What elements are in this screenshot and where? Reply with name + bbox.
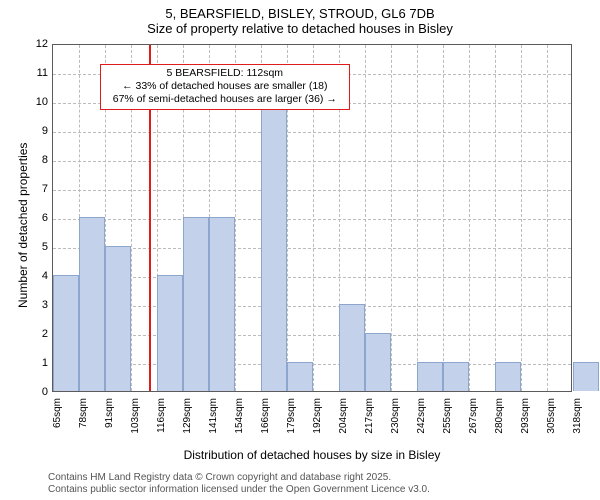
xtick-label: 242sqm <box>416 398 427 446</box>
xtick-label: 230sqm <box>390 398 401 446</box>
histogram-bar <box>495 362 521 391</box>
histogram-bar <box>365 333 391 391</box>
histogram-bar <box>261 101 287 391</box>
histogram-bar <box>79 217 105 391</box>
histogram-bar <box>157 275 183 391</box>
footer-line1: Contains HM Land Registry data © Crown c… <box>48 472 430 484</box>
ytick-label: 2 <box>24 328 48 340</box>
ytick-label: 9 <box>24 125 48 137</box>
xtick-label: 305sqm <box>546 398 557 446</box>
gridline-v <box>417 45 418 391</box>
histogram-bar <box>287 362 313 391</box>
y-axis-label: Number of detached properties <box>16 143 30 308</box>
gridline-v <box>391 45 392 391</box>
histogram-bar <box>105 246 131 391</box>
ytick-label: 8 <box>24 154 48 166</box>
gridline-v <box>443 45 444 391</box>
xtick-label: 179sqm <box>286 398 297 446</box>
gridline-v <box>495 45 496 391</box>
xtick-label: 192sqm <box>312 398 323 446</box>
xtick-label: 267sqm <box>468 398 479 446</box>
xtick-label: 141sqm <box>208 398 219 446</box>
ytick-label: 6 <box>24 212 48 224</box>
footer-attribution: Contains HM Land Registry data © Crown c… <box>48 472 430 496</box>
xtick-label: 166sqm <box>260 398 271 446</box>
histogram-bar <box>183 217 209 391</box>
x-axis-label: Distribution of detached houses by size … <box>52 448 572 462</box>
plot-area: 5 BEARSFIELD: 112sqm← 33% of detached ho… <box>52 44 572 392</box>
ytick-label: 7 <box>24 183 48 195</box>
gridline-v <box>469 45 470 391</box>
xtick-label: 78sqm <box>78 398 89 446</box>
xtick-label: 318sqm <box>572 398 583 446</box>
histogram-bar <box>339 304 365 391</box>
xtick-label: 154sqm <box>234 398 245 446</box>
annotation-line: 67% of semi-detached houses are larger (… <box>105 93 345 106</box>
histogram-bar <box>209 217 235 391</box>
ytick-label: 3 <box>24 299 48 311</box>
ytick-label: 1 <box>24 357 48 369</box>
xtick-label: 91sqm <box>104 398 115 446</box>
xtick-label: 103sqm <box>130 398 141 446</box>
xtick-label: 217sqm <box>364 398 375 446</box>
annotation-box: 5 BEARSFIELD: 112sqm← 33% of detached ho… <box>100 64 350 109</box>
histogram-bar <box>417 362 443 391</box>
footer-line2: Contains public sector information licen… <box>48 484 430 496</box>
chart-title-line2: Size of property relative to detached ho… <box>0 21 600 36</box>
xtick-label: 129sqm <box>182 398 193 446</box>
xtick-label: 65sqm <box>52 398 63 446</box>
xtick-label: 280sqm <box>494 398 505 446</box>
xtick-label: 204sqm <box>338 398 349 446</box>
ytick-label: 12 <box>24 38 48 50</box>
histogram-bar <box>53 275 79 391</box>
chart-title-line1: 5, BEARSFIELD, BISLEY, STROUD, GL6 7DB <box>0 6 600 21</box>
xtick-label: 255sqm <box>442 398 453 446</box>
xtick-label: 293sqm <box>520 398 531 446</box>
ytick-label: 4 <box>24 270 48 282</box>
ytick-label: 5 <box>24 241 48 253</box>
histogram-bar <box>573 362 599 391</box>
annotation-line: 5 BEARSFIELD: 112sqm <box>105 67 345 80</box>
gridline-v <box>521 45 522 391</box>
ytick-label: 10 <box>24 96 48 108</box>
annotation-line: ← 33% of detached houses are smaller (18… <box>105 80 345 93</box>
histogram-bar <box>443 362 469 391</box>
xtick-label: 116sqm <box>156 398 167 446</box>
ytick-label: 11 <box>24 67 48 79</box>
gridline-v <box>547 45 548 391</box>
ytick-label: 0 <box>24 386 48 398</box>
